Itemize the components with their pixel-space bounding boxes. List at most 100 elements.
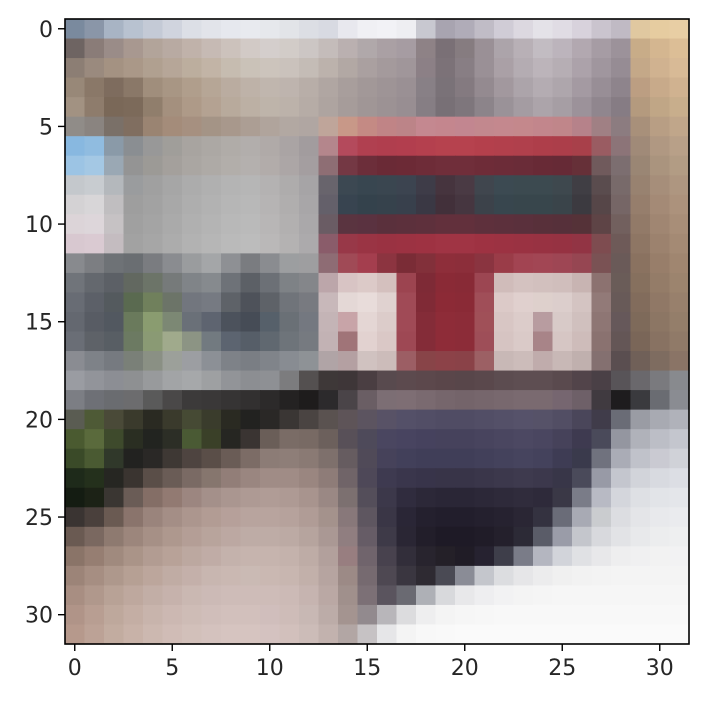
image-cell <box>494 58 515 79</box>
image-cell <box>143 116 164 137</box>
image-cell <box>552 507 573 528</box>
image-cell <box>201 565 222 587</box>
image-cell <box>396 58 417 79</box>
image-cell <box>435 331 456 352</box>
image-cell <box>416 351 437 372</box>
image-cell <box>162 77 183 98</box>
image-cell <box>201 194 222 215</box>
image-cell <box>396 507 417 528</box>
image-cell <box>474 429 495 450</box>
image-cell <box>201 351 222 372</box>
image-cell <box>377 565 398 587</box>
image-cell <box>533 253 554 274</box>
image-cell <box>279 604 300 626</box>
image-cell <box>221 272 242 294</box>
image-cell <box>201 253 222 274</box>
image-cell <box>396 565 417 587</box>
image-cell <box>338 409 359 430</box>
image-cell <box>494 175 515 196</box>
image-cell <box>123 19 144 40</box>
image-cell <box>143 272 164 294</box>
image-cell <box>572 175 593 196</box>
image-cell <box>474 292 495 313</box>
image-cell <box>240 429 261 450</box>
image-cell <box>416 370 437 391</box>
image-cell <box>630 58 651 79</box>
image-cell <box>357 175 378 196</box>
image-cell <box>611 233 632 254</box>
image-cell <box>669 38 690 59</box>
image-cell <box>455 526 476 547</box>
image-cell <box>396 155 417 176</box>
image-cell <box>104 272 125 294</box>
image-cell <box>396 526 417 547</box>
image-cell <box>240 233 261 254</box>
image-cell <box>260 194 281 215</box>
image-cell <box>377 585 398 606</box>
image-cell <box>396 19 417 40</box>
image-cell <box>279 565 300 587</box>
y-tick-label: 30 <box>25 604 53 629</box>
image-cell <box>182 116 203 137</box>
image-cell <box>611 624 632 645</box>
image-cell <box>338 194 359 215</box>
image-cell <box>416 565 437 587</box>
image-cell <box>572 253 593 274</box>
image-cell <box>338 97 359 118</box>
image-cell <box>630 526 651 547</box>
image-cell <box>299 429 320 450</box>
image-cell <box>396 370 417 391</box>
image-cell <box>650 253 671 274</box>
image-cell <box>416 38 437 59</box>
image-cell <box>104 370 125 391</box>
image-cell <box>123 155 144 176</box>
image-cell <box>513 624 534 645</box>
image-cell <box>650 526 671 547</box>
image-cell <box>201 526 222 547</box>
image-cell <box>611 311 632 333</box>
image-cell <box>396 214 417 235</box>
image-cell <box>416 58 437 79</box>
image-cell <box>240 526 261 547</box>
image-cell <box>357 370 378 391</box>
image-cell <box>357 351 378 372</box>
image-cell <box>455 624 476 645</box>
image-cell <box>494 116 515 137</box>
image-cell <box>201 487 222 508</box>
image-cell <box>650 233 671 254</box>
image-cell <box>474 370 495 391</box>
image-cell <box>104 624 125 645</box>
image-cell <box>455 468 476 489</box>
image-cell <box>552 136 573 157</box>
image-cell <box>182 448 203 469</box>
image-cell <box>84 194 105 215</box>
image-cell <box>416 624 437 645</box>
image-cell <box>396 311 417 333</box>
image-cell <box>299 409 320 430</box>
image-cell <box>221 97 242 118</box>
image-cell <box>338 390 359 411</box>
image-cell <box>318 77 339 98</box>
image-cell <box>260 155 281 176</box>
image-cell <box>240 351 261 372</box>
image-cell <box>435 604 456 626</box>
image-cell <box>591 331 612 352</box>
image-cell <box>221 311 242 333</box>
image-cell <box>104 58 125 79</box>
image-cell <box>591 155 612 176</box>
image-cell <box>572 585 593 606</box>
image-cell <box>650 58 671 79</box>
image-cell <box>377 507 398 528</box>
image-cell <box>474 97 495 118</box>
image-cell <box>299 507 320 528</box>
image-cell <box>669 507 690 528</box>
image-cell <box>240 624 261 645</box>
image-cell <box>630 136 651 157</box>
image-cell <box>65 175 86 196</box>
image-cell <box>162 409 183 430</box>
image-cell <box>182 487 203 508</box>
image-cell <box>611 77 632 98</box>
image-cell <box>279 468 300 489</box>
image-cell <box>357 272 378 294</box>
image-cell <box>552 370 573 391</box>
